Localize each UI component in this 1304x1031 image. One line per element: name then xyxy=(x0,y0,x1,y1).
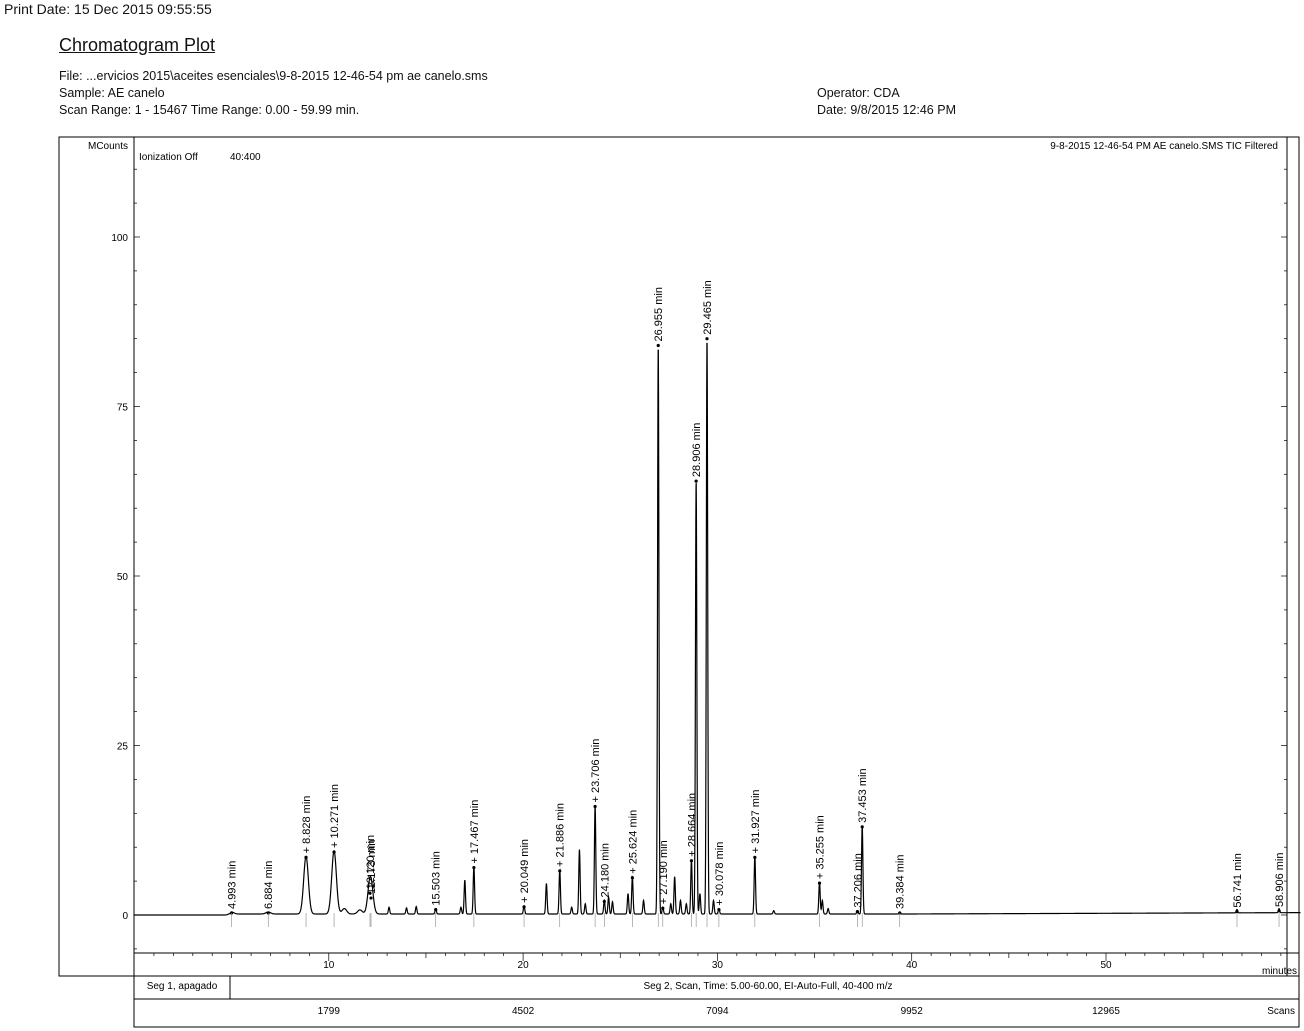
peak-marker xyxy=(753,855,757,859)
peak-label: + 21.886 min xyxy=(555,803,567,867)
peak-label: + 28.664 min xyxy=(686,793,698,857)
peak-labels: 4.993 min 6.884 min + 8.828 min + 10.271 mi… xyxy=(227,280,1286,927)
peak-label: + 20.049 min xyxy=(519,839,531,903)
plot-title: Chromatogram Plot xyxy=(59,35,216,55)
peak-marker xyxy=(304,855,308,859)
peak-label: 28.906 min xyxy=(691,423,703,477)
operator: Operator: CDA xyxy=(817,86,900,100)
peak-marker xyxy=(593,804,597,809)
peak-marker xyxy=(705,337,709,341)
peak-marker xyxy=(656,343,660,348)
peak-marker xyxy=(1277,909,1281,913)
acquisition-date: Date: 9/8/2015 12:46 PM xyxy=(817,103,956,117)
x-tick-label: 10 xyxy=(323,960,335,971)
peak-label: 4.993 min xyxy=(227,861,239,909)
peak-label: 56.741 min xyxy=(1232,853,1244,907)
scan-tick-label: 1799 xyxy=(318,1006,341,1017)
sample-name: Sample: AE canelo xyxy=(59,86,165,100)
peak-marker xyxy=(717,907,721,912)
mass-range-label: 40:400 xyxy=(230,152,261,163)
peak-label: + 31.927 min xyxy=(750,789,762,853)
peak-label: 12.120 min xyxy=(365,835,377,889)
peak-marker xyxy=(522,905,526,909)
scan-tick-label: 9952 xyxy=(901,1006,924,1017)
peak-marker xyxy=(898,911,902,915)
peak-marker xyxy=(472,865,476,870)
peak-marker xyxy=(434,907,438,912)
peak-marker xyxy=(602,899,606,904)
peak-label: 37.453 min xyxy=(857,768,869,822)
scan-tick-label: 7094 xyxy=(706,1006,729,1017)
peak-label: + 8.828 min xyxy=(301,796,313,854)
y-tick-label: 0 xyxy=(122,911,128,922)
ionization-label: Ionization Off xyxy=(139,152,198,163)
y-tick-label: 75 xyxy=(117,403,129,414)
peak-marker xyxy=(558,869,562,873)
peak-marker xyxy=(368,891,372,895)
x-tick-label: 40 xyxy=(906,960,918,971)
scan-range: Scan Range: 1 - 15467 Time Range: 0.00 -… xyxy=(59,103,360,117)
tic-line xyxy=(134,342,1301,916)
x-tick-label: 20 xyxy=(518,960,530,971)
peak-label: 58.906 min xyxy=(1274,852,1286,906)
peak-marker xyxy=(332,850,336,854)
peak-marker xyxy=(694,479,698,483)
peak-label: + 17.467 min xyxy=(469,800,481,864)
file-path: File: ...ervicios 2015\aceites esenciale… xyxy=(59,69,488,83)
axis-ticks: 0 25 50 75 100 10 20 30 40 50 1799 4502 7094 9952 1296… xyxy=(111,168,1287,1017)
peak-label: + 27.190 min xyxy=(658,840,670,904)
peak-label: 29.465 min xyxy=(702,280,714,334)
peak-label: + 23.706 min xyxy=(590,739,602,803)
peak-marker xyxy=(630,876,634,880)
plot-frame xyxy=(58,136,1300,977)
x-unit-label: minutes xyxy=(1262,966,1297,977)
peak-marker xyxy=(266,911,270,915)
y-tick-label: 50 xyxy=(117,572,129,583)
print-date: Print Date: 15 Dec 2015 09:55:55 xyxy=(4,1,212,17)
segment-2-label: Seg 2, Scan, Time: 5.00-60.00, EI-Auto-F… xyxy=(643,981,892,992)
peak-label: 26.955 min xyxy=(653,287,665,341)
scan-tick-label: 12965 xyxy=(1092,1006,1120,1017)
x-tick-label: 30 xyxy=(712,960,724,971)
peak-marker xyxy=(817,881,822,885)
tic-trace xyxy=(134,342,1301,916)
peak-marker xyxy=(661,906,665,910)
peak-label: 37.206 min xyxy=(852,853,864,907)
peak-label: 12.173 min xyxy=(366,840,378,894)
peak-marker xyxy=(855,910,860,914)
peak-marker xyxy=(860,825,864,829)
peak-label: + 25.624 min xyxy=(627,810,639,874)
peak-label: 39.384 min xyxy=(895,855,907,909)
peak-marker xyxy=(689,859,694,863)
peak-label: 6.884 min xyxy=(263,861,275,909)
y-tick-label: 25 xyxy=(117,742,129,753)
peak-label: 15.503 min xyxy=(431,851,443,905)
segment-scan-box xyxy=(133,975,1300,1028)
y-tick-label: 100 xyxy=(111,233,128,244)
y-unit-label: MCounts xyxy=(88,141,128,152)
peak-marker xyxy=(369,896,373,900)
trace-name: 9-8-2015 12-46-54 PM AE canelo.SMS TIC F… xyxy=(1050,141,1278,152)
x-tick-label: 50 xyxy=(1100,960,1112,971)
scans-unit-label: Scans xyxy=(1267,1006,1295,1017)
peak-label: + 35.255 min xyxy=(815,815,827,879)
peak-label: + 10.271 min xyxy=(329,784,341,848)
scan-tick-label: 4502 xyxy=(512,1006,535,1017)
segment-1-label: Seg 1, apagado xyxy=(147,981,218,992)
peak-marker xyxy=(1235,910,1239,914)
peak-label: 24.180 min xyxy=(599,843,611,897)
peak-marker xyxy=(229,911,234,915)
peak-label: + 30.078 min xyxy=(714,842,726,906)
